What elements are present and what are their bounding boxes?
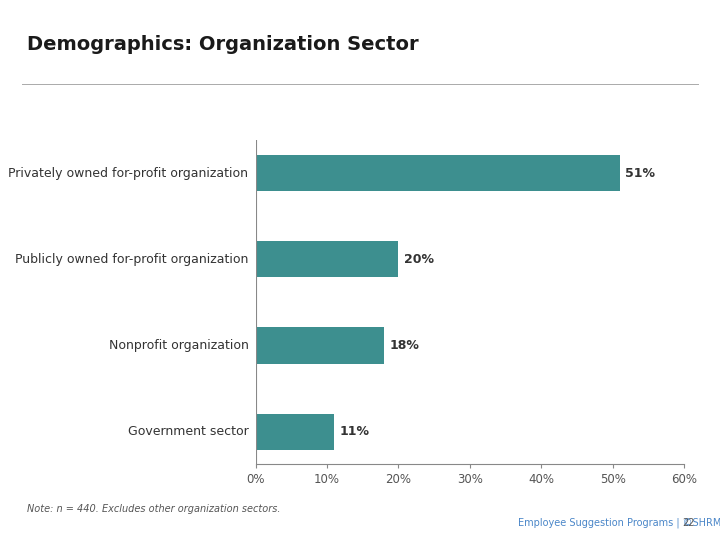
Text: Privately owned for-profit organization: Privately owned for-profit organization — [9, 167, 248, 180]
Text: Employee Suggestion Programs | ©SHRM 2010: Employee Suggestion Programs | ©SHRM 201… — [518, 518, 720, 528]
Bar — [256, 155, 620, 191]
Text: SOCIETY FOR HUMAN
RESOURCE MANAGEMENT: SOCIETY FOR HUMAN RESOURCE MANAGEMENT — [591, 59, 659, 70]
Bar — [256, 241, 398, 278]
Text: 51%: 51% — [626, 167, 655, 180]
Text: 18%: 18% — [390, 339, 420, 352]
Text: S|HRM: S|HRM — [589, 31, 661, 51]
Text: ™: ™ — [675, 21, 682, 26]
Text: Note: n = 440. Excludes other organization sectors.: Note: n = 440. Excludes other organizati… — [27, 504, 281, 514]
Text: Demographics: Organization Sector: Demographics: Organization Sector — [27, 35, 419, 54]
Text: Nonprofit organization: Nonprofit organization — [109, 339, 248, 352]
Text: 11%: 11% — [340, 425, 370, 438]
Text: Government sector: Government sector — [127, 425, 248, 438]
Text: 20%: 20% — [404, 253, 434, 266]
Text: 22: 22 — [683, 518, 695, 528]
Bar — [256, 327, 384, 363]
Text: Publicly owned for-profit organization: Publicly owned for-profit organization — [15, 253, 248, 266]
Bar — [256, 414, 334, 450]
